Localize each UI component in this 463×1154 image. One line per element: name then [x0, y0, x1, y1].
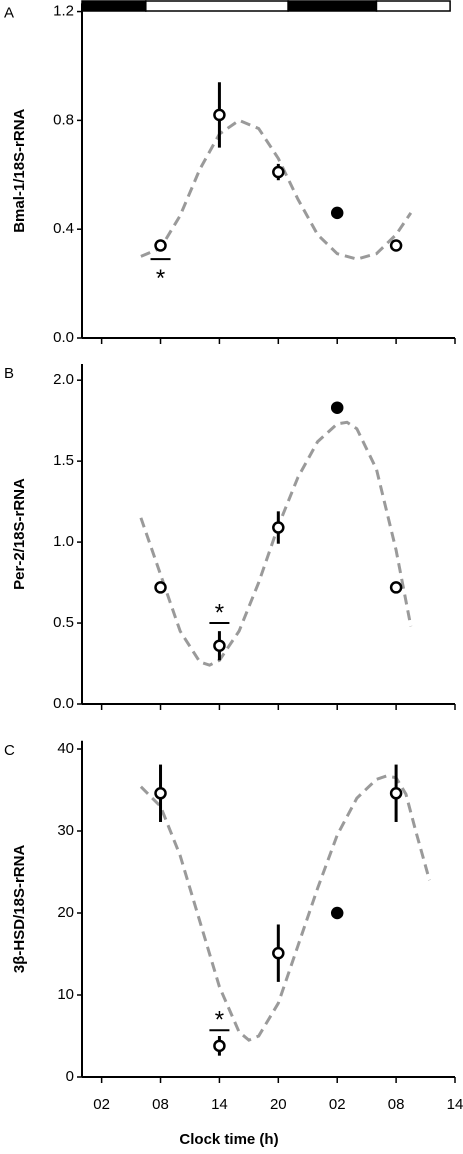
data-point: [154, 581, 167, 594]
y-tick-label: 0.0: [53, 695, 74, 712]
data-point: [272, 946, 285, 960]
data-point: [330, 401, 344, 414]
y-tick-label: 40: [57, 740, 74, 757]
y-tick-label: 0.8: [53, 111, 74, 128]
x-tick-label: 14: [211, 1096, 228, 1113]
y-axis-title: 3β-HSD/18S-rRNA: [11, 845, 28, 974]
y-tick-label: 0: [66, 1068, 74, 1085]
light-phase: [145, 0, 289, 12]
x-tick-label: 02: [329, 1096, 346, 1113]
panel-letter: A: [4, 4, 14, 21]
fit-curve: [140, 118, 413, 261]
x-axis-title: Clock time (h): [179, 1131, 278, 1148]
y-tick-label: 20: [57, 904, 74, 921]
x-tick-label: 20: [270, 1096, 287, 1113]
fit-curve: [139, 774, 431, 1042]
x-tick-label: 08: [388, 1096, 405, 1113]
y-tick-label: 1.0: [53, 533, 74, 550]
y-tick-label: 1.2: [53, 3, 74, 20]
annotation: *: [215, 599, 224, 626]
x-tick-label: 14: [447, 1096, 463, 1113]
data-point: [389, 787, 403, 800]
annotation: *: [156, 265, 165, 292]
data-point: [154, 239, 167, 252]
x-tick-label: 08: [152, 1096, 169, 1113]
dark-phase: [81, 0, 147, 12]
light-phase: [375, 0, 451, 12]
y-tick-label: 10: [57, 986, 74, 1003]
panel-letter: B: [4, 365, 14, 382]
data-point: [213, 1039, 226, 1053]
y-tick-label: 1.5: [53, 452, 74, 469]
y-tick-label: 2.0: [53, 371, 74, 388]
y-tick-label: 0.5: [53, 614, 74, 631]
data-point: [154, 787, 167, 800]
data-point: [272, 521, 285, 534]
annotation: *: [215, 1006, 224, 1033]
panel-letter: C: [4, 742, 15, 759]
y-tick-label: 0.4: [53, 220, 74, 237]
data-point: [389, 581, 403, 594]
data-point: [330, 206, 344, 220]
fit-curve: [139, 420, 413, 667]
y-axis-title: Per-2/18S-rRNA: [11, 478, 28, 590]
y-axis-title: Bmal-1/18S-rRNA: [11, 108, 28, 232]
dark-phase: [287, 0, 378, 12]
y-tick-label: 30: [57, 822, 74, 839]
x-tick-label: 02: [93, 1096, 110, 1113]
data-point: [389, 239, 403, 252]
data-point: [213, 108, 226, 122]
y-tick-label: 0.0: [53, 329, 74, 346]
data-point: [272, 165, 285, 179]
data-point: [330, 906, 344, 920]
data-point: [213, 639, 226, 652]
